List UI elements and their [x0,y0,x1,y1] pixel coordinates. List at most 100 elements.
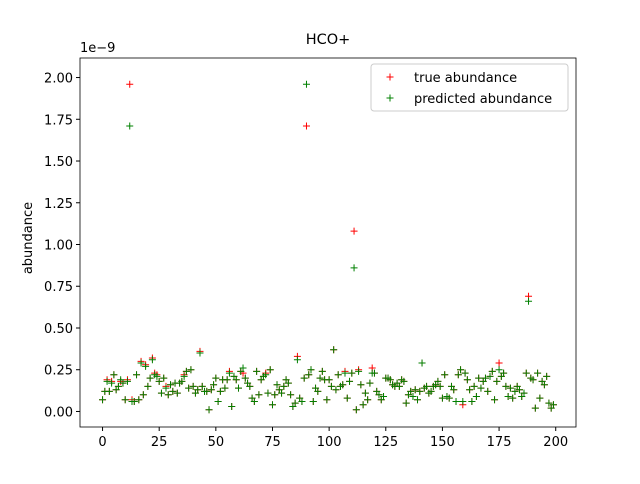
x-tick-label: 50 [208,435,225,450]
data-point [173,389,181,397]
legend-marker [386,94,394,102]
data-point [210,381,218,389]
data-point [110,371,118,379]
data-point [305,371,313,379]
data-point [167,381,175,389]
data-point [330,346,338,354]
y-axis-label: abundance [21,202,36,274]
data-point [493,377,501,385]
data-point [207,386,215,394]
data-point [214,397,222,405]
data-point [332,386,340,394]
data-point [386,376,394,384]
y-tick-label: 0.25 [44,364,73,379]
data-point [287,391,295,399]
data-point [157,389,165,397]
data-point [203,387,211,395]
data-point [198,382,206,390]
data-point [466,386,474,394]
data-point [486,372,494,380]
data-point [400,377,408,385]
data-point [529,376,537,384]
data-point [216,387,224,395]
data-point [119,379,127,387]
data-point [531,404,539,412]
data-point [364,396,372,404]
data-point [307,366,315,374]
data-point [169,387,177,395]
data-point [495,366,503,374]
data-point [475,374,483,382]
data-point [278,389,286,397]
data-point [409,392,417,400]
data-point [126,80,134,88]
data-point [470,382,478,390]
data-point [334,371,342,379]
x-tick-label: 150 [430,435,455,450]
data-point [182,367,190,375]
data-point [416,387,424,395]
data-point [418,359,426,367]
data-point [108,379,116,387]
data-point [525,297,533,305]
data-point [549,401,557,409]
x-tick-label: 25 [151,435,168,450]
data-point [194,386,202,394]
legend-label: predicted abundance [414,92,552,107]
data-point [246,382,254,390]
data-point [99,396,107,404]
data-point [271,391,279,399]
data-point [205,406,213,414]
data-point [414,396,422,404]
data-point [133,371,141,379]
data-point [500,369,508,377]
data-point [255,391,263,399]
y-tick-label: 1.25 [44,197,73,212]
y-tick-label: 2.00 [44,72,73,87]
data-point [355,367,363,375]
data-point [477,384,485,392]
data-point [142,362,150,370]
data-point [105,387,113,395]
data-point [375,391,383,399]
data-point [223,376,231,384]
data-point [506,384,514,392]
data-point [370,369,378,377]
data-point [185,384,193,392]
data-point [221,384,229,392]
data-point [495,359,503,367]
data-point [457,366,465,374]
data-point [187,366,195,374]
data-point [380,392,388,400]
data-point [411,386,419,394]
data-point [441,371,449,379]
data-point [423,382,431,390]
data-point [302,80,310,88]
data-point [212,374,220,382]
chart-title: HCO+ [306,32,351,48]
data-point [264,389,272,397]
data-point [137,359,145,367]
data-point [484,387,492,395]
data-point [153,372,161,380]
data-point [225,369,233,377]
data-point [250,397,258,405]
data-point [139,391,147,399]
data-point [459,397,467,405]
data-point [522,369,530,377]
legend-box [370,63,569,112]
data-point [144,382,152,390]
y-tick-label: 0.75 [44,280,73,295]
data-point [228,402,236,410]
data-point [293,356,301,364]
data-point [316,374,324,382]
data-point [323,396,331,404]
data-point [155,377,163,385]
data-point [491,396,499,404]
y-tick-label: 1.75 [44,113,73,128]
data-point [280,382,288,390]
data-point [135,396,143,404]
data-point [361,389,369,397]
data-point [545,399,553,407]
x-tick-label: 175 [487,435,512,450]
